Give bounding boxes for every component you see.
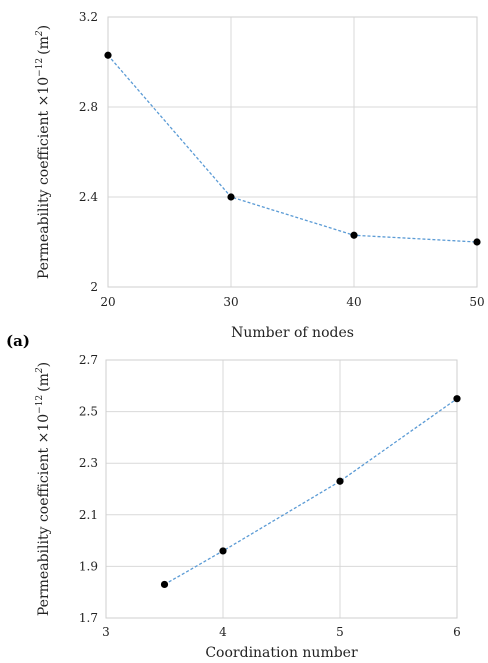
y-axis-title-exponent: −12 [35,58,45,77]
x-tick-label: 3 [102,625,110,639]
plot-area-frame [105,359,458,619]
data-point [473,238,481,246]
plot-area-frame [107,16,478,288]
y-axis-title-close: ) [36,25,52,30]
y-axis-title-main: Permeability coefficient ×10 [36,77,52,279]
y-axis-title-unit-exponent: 2 [35,30,45,37]
y-tick-label: 1.9 [79,559,98,573]
x-axis-title: Number of nodes [231,325,354,341]
x-tick-label: 30 [223,295,238,309]
y-tick-label: 2.1 [79,508,98,522]
y-axis-title: Permeability coefficient ×10−12 (m2) [35,362,52,616]
y-tick-label: 2.7 [79,353,98,367]
x-tick-label: 5 [336,625,344,639]
x-tick-label: 6 [453,625,461,639]
data-point [453,395,461,403]
chart-1: 20 30 40 50 2 2.4 2.8 3.2 Number of nodes Permeab… [6,10,485,350]
series-line [107,54,478,243]
y-axis-title-unit: (m [36,36,52,55]
data-point [336,477,344,485]
x-axis-title: Coordination number [205,645,358,661]
panel-label: (a) [6,332,30,350]
y-tick-label: 3.2 [79,10,98,24]
y-tick-label: 1.7 [79,611,98,625]
y-tick-label: 2 [90,280,98,294]
x-tick-label: 50 [469,295,484,309]
data-point [104,51,112,59]
y-axis-title-main: Permeability coefficient ×10 [36,414,52,616]
y-tick-label: 2.8 [79,100,98,114]
y-axis-title-exponent: −12 [35,395,45,414]
y-axis-title-unit: (m [36,373,52,392]
y-tick-label: 2.3 [79,456,98,470]
x-tick-label: 40 [346,295,361,309]
y-axis-title-close: ) [36,362,52,367]
data-point [219,547,227,555]
y-tick-label: 2.5 [79,405,98,419]
data-point [350,231,358,239]
x-tick-label: 20 [100,295,115,309]
data-point [227,193,235,201]
y-axis-title-unit-exponent: 2 [35,367,45,374]
y-axis-title: Permeability coefficient ×10−12 (m2) [35,25,52,279]
data-point [160,580,169,589]
x-tick-label: 4 [219,625,227,639]
chart-2: 3 4 5 6 1.7 1.9 2.1 2.3 2.5 2.7 Coordination numbe… [35,353,461,661]
y-tick-label: 2.4 [79,190,98,204]
series-line [164,398,458,586]
